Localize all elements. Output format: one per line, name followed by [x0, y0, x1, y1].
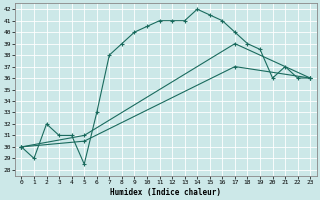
X-axis label: Humidex (Indice chaleur): Humidex (Indice chaleur)	[110, 188, 221, 197]
